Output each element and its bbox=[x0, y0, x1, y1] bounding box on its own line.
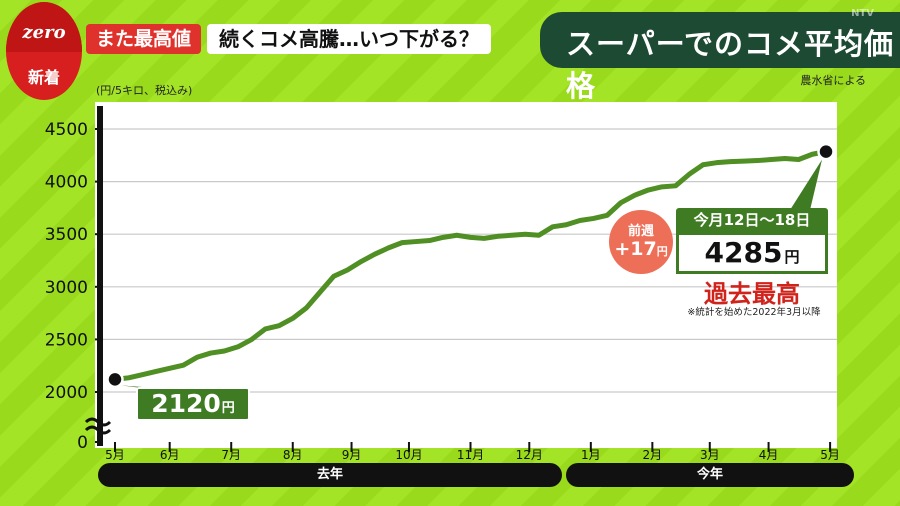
current-price: 4285 bbox=[704, 236, 783, 269]
chart-title: スーパーでのコメ平均価格 bbox=[566, 27, 894, 103]
headline-text: 続くコメ高騰…いつ下がる？ bbox=[207, 24, 492, 54]
x-tick-label: 11月 bbox=[457, 448, 484, 462]
year-this-label: 今年 bbox=[696, 467, 723, 482]
program-logo: zero 新着 bbox=[6, 2, 82, 100]
weekly-change-unit: 円 bbox=[656, 245, 668, 258]
channel-watermark: NTV bbox=[851, 8, 874, 19]
x-tick-label: 12月 bbox=[516, 448, 543, 462]
start-value: 2120 bbox=[151, 389, 221, 418]
y-tick-label: 0 bbox=[77, 433, 88, 453]
y-tick-label: 4500 bbox=[45, 120, 88, 140]
year-last-label: 去年 bbox=[316, 467, 343, 482]
start-callout-pointer bbox=[121, 385, 170, 389]
record-high-label: 過去最高 bbox=[704, 280, 800, 308]
headline: また最高値 続くコメ高騰…いつ下がる？ bbox=[86, 24, 492, 54]
y-tick-label: 2500 bbox=[45, 330, 88, 350]
headline-tag: また最高値 bbox=[86, 24, 202, 54]
source-credit: 農水省による bbox=[800, 74, 866, 87]
footnote: ※統計を始めた2022年3月以降 bbox=[687, 307, 821, 318]
current-price-callout: 今月12日〜18日 4285 円 bbox=[676, 208, 828, 274]
weekly-change-label: 前週 bbox=[627, 224, 654, 239]
endpoint-markers bbox=[106, 142, 835, 389]
x-tick-label: 10月 bbox=[395, 448, 422, 462]
chart-title-panel: スーパーでのコメ平均価格 bbox=[540, 12, 900, 103]
start-unit: 円 bbox=[221, 401, 235, 416]
y-tick-label: 4000 bbox=[45, 173, 88, 193]
endpoint-dot bbox=[817, 142, 835, 161]
x-tick-label: 4月 bbox=[759, 448, 779, 462]
new-badge: 新着 bbox=[27, 68, 60, 87]
axis-break-mark bbox=[84, 417, 112, 427]
price-line bbox=[112, 149, 829, 382]
x-tick-label: 3月 bbox=[700, 448, 720, 462]
weekly-change-bubble: 前週 +17円 bbox=[609, 210, 673, 274]
year-bar-this: 今年 bbox=[566, 463, 854, 487]
x-tick-label: 6月 bbox=[160, 448, 180, 462]
logo-name: zero bbox=[22, 22, 66, 43]
y-tick-labels: 0 2000 2500 3000 3500 4000 4500 bbox=[45, 120, 88, 453]
series-group bbox=[112, 149, 829, 382]
x-tick-label: 5月 bbox=[105, 448, 125, 462]
x-tick-label: 2月 bbox=[643, 448, 663, 462]
year-bar-last: 去年 bbox=[98, 463, 562, 487]
weekly-change-value: +17 bbox=[614, 238, 657, 260]
x-tick-label: 1月 bbox=[581, 448, 601, 462]
period-label: 今月12日〜18日 bbox=[676, 208, 828, 232]
axis-break-mark bbox=[84, 425, 112, 435]
start-value-callout: 2120円 bbox=[136, 387, 250, 421]
y-tick-label: 2000 bbox=[45, 383, 88, 403]
x-tick-label: 8月 bbox=[283, 448, 303, 462]
endpoint-dot bbox=[106, 370, 124, 389]
x-tick-labels: 5月 6月 7月 8月 9月 10月 11月 12月 1月 2月 3月 4月 5月 bbox=[105, 442, 840, 462]
y-tick-label: 3000 bbox=[45, 278, 88, 298]
current-unit: 円 bbox=[784, 248, 800, 266]
end-callout-pointer bbox=[790, 159, 822, 210]
unit-label: (円/5キロ、税込み) bbox=[96, 84, 193, 97]
x-tick-label: 5月 bbox=[820, 448, 840, 462]
x-tick-label: 9月 bbox=[342, 448, 362, 462]
y-tick-label: 3500 bbox=[45, 225, 88, 245]
x-tick-label: 7月 bbox=[221, 448, 241, 462]
